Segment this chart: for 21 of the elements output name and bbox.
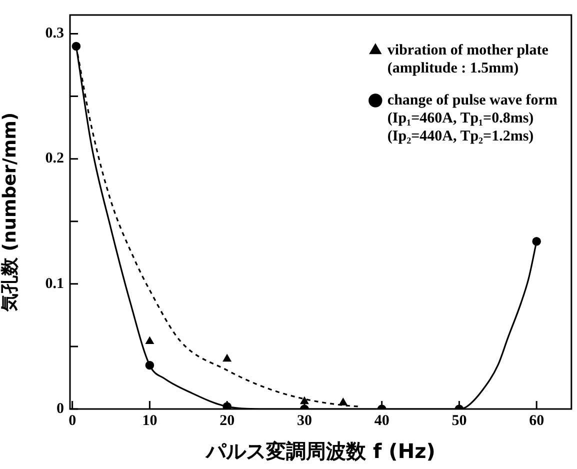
x-axis-title: パルス変調周波数 f (Hz): [205, 439, 436, 464]
point: [223, 354, 231, 362]
point: [146, 337, 154, 344]
x-tick-label: 10: [142, 412, 158, 429]
x-tick-label: 20: [220, 412, 235, 429]
point: [300, 397, 308, 404]
x-tick-label: 0: [68, 412, 76, 429]
legend-label: vibration of mother plate (amplitude : 1.5mm): [387, 42, 549, 76]
y-tick-label: 0: [56, 400, 64, 417]
x-tick-label: 30: [296, 412, 312, 429]
y-tick-label: 0.2: [45, 150, 64, 167]
point: [339, 398, 348, 406]
point: [72, 42, 81, 51]
legend-label: change of pulse wave form (Ip₁=460A, Tp₁=0.8ms) (Ip₂=440A, Tp₂=1.2ms): [387, 92, 558, 144]
x-tick-label: 40: [374, 412, 390, 429]
x-tick-label: 60: [529, 412, 544, 429]
y-tick-label: 0.3: [45, 26, 64, 42]
x-tick-label: 50: [452, 412, 467, 429]
y-axis-title: 気孔数 (number/mm): [0, 112, 20, 313]
y-tick-label: 0.1: [45, 276, 64, 292]
point: [532, 236, 541, 246]
